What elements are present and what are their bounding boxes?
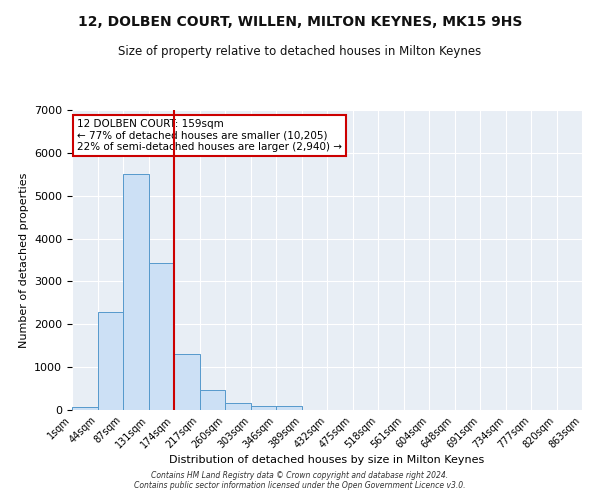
- Bar: [72, 407, 97, 410]
- Text: Contains HM Land Registry data © Crown copyright and database right 2024.
Contai: Contains HM Land Registry data © Crown c…: [134, 470, 466, 490]
- Bar: [199, 390, 225, 410]
- Bar: [251, 406, 276, 410]
- Bar: [97, 312, 123, 410]
- Bar: [225, 403, 251, 410]
- Text: Size of property relative to detached houses in Milton Keynes: Size of property relative to detached ho…: [118, 45, 482, 58]
- Bar: [149, 264, 174, 410]
- Bar: [276, 406, 302, 410]
- X-axis label: Distribution of detached houses by size in Milton Keynes: Distribution of detached houses by size …: [169, 456, 485, 466]
- Bar: [174, 354, 199, 410]
- Y-axis label: Number of detached properties: Number of detached properties: [19, 172, 29, 348]
- Bar: [123, 174, 149, 410]
- Text: 12, DOLBEN COURT, WILLEN, MILTON KEYNES, MK15 9HS: 12, DOLBEN COURT, WILLEN, MILTON KEYNES,…: [78, 15, 522, 29]
- Text: 12 DOLBEN COURT: 159sqm
← 77% of detached houses are smaller (10,205)
22% of sem: 12 DOLBEN COURT: 159sqm ← 77% of detache…: [77, 119, 342, 152]
